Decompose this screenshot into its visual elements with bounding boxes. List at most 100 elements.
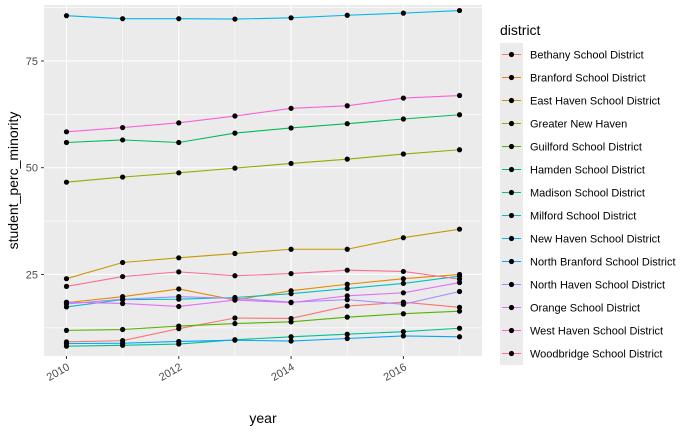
data-point: [232, 16, 238, 22]
data-point: [176, 16, 182, 22]
data-point: [456, 308, 463, 314]
legend-label: Madison School District: [530, 188, 645, 200]
legend-key-point: [508, 189, 515, 196]
data-point: [456, 226, 463, 232]
data-point: [400, 95, 406, 101]
series-line: [66, 327, 460, 347]
legend-key-point: [508, 120, 515, 127]
data-point: [400, 10, 406, 16]
legend-label: Bethany School District: [530, 50, 644, 62]
data-point: [232, 315, 238, 321]
data-point: [400, 290, 406, 296]
data-point: [400, 329, 406, 335]
legend-key-point: [508, 143, 515, 150]
series-line: [66, 94, 460, 133]
data-point: [344, 281, 350, 287]
data-point: [400, 311, 406, 317]
data-point: [344, 267, 350, 273]
data-point: [120, 16, 126, 22]
data-point: [63, 139, 70, 146]
data-point: [344, 246, 350, 252]
data-point: [120, 273, 126, 280]
data-point: [400, 235, 406, 241]
data-point: [63, 299, 70, 305]
data-point: [288, 338, 294, 344]
series-line: [66, 114, 460, 144]
series-line: [66, 275, 460, 308]
x-tick-label: 2014: [269, 361, 296, 384]
legend-key-point: [508, 212, 515, 219]
data-point: [232, 297, 238, 303]
data-point: [288, 270, 294, 277]
series-lines: [66, 10, 460, 347]
data-point: [63, 179, 70, 185]
series-line: [66, 310, 460, 331]
legend-label: Branford School District: [530, 73, 646, 85]
data-point: [176, 170, 182, 176]
data-point: [232, 250, 238, 257]
legend-label: Milford School District: [530, 211, 636, 223]
data-point: [288, 105, 294, 111]
data-point: [63, 13, 70, 19]
data-point: [176, 286, 182, 292]
x-axis: 2010 2012 2014 2016: [45, 356, 409, 384]
legend-key-point: [508, 166, 515, 173]
data-point: [344, 285, 350, 292]
data-point: [63, 341, 70, 347]
data-point: [120, 296, 126, 302]
data-point: [344, 297, 350, 303]
data-point: [288, 319, 294, 325]
series-line: [66, 301, 460, 343]
series-points: [63, 7, 463, 349]
data-point: [344, 12, 350, 18]
data-point: [120, 259, 126, 266]
legend-title: district: [500, 22, 541, 38]
data-point: [456, 304, 463, 310]
data-point: [63, 129, 70, 135]
data-point: [232, 320, 238, 327]
data-point: [456, 7, 463, 14]
series-line: [66, 149, 460, 183]
data-point: [344, 121, 350, 127]
legend-label: West Haven School District: [530, 326, 663, 338]
data-point: [176, 323, 182, 329]
legend-label: Hamden School District: [530, 165, 645, 177]
legend-key-point: [508, 51, 515, 58]
data-point: [288, 125, 294, 131]
y-tick-label: 75: [26, 56, 38, 68]
grid-minor: [44, 5, 482, 356]
series-line: [66, 335, 460, 345]
data-point: [400, 301, 406, 307]
data-point: [176, 294, 182, 300]
data-point: [400, 116, 406, 122]
data-point: [456, 147, 463, 153]
data-point: [344, 293, 350, 299]
data-point: [232, 165, 238, 171]
data-point: [63, 276, 70, 282]
legend-key-point: [508, 327, 515, 334]
data-point: [120, 340, 126, 346]
data-point: [344, 156, 350, 162]
data-point: [232, 130, 238, 136]
x-tick-label: 2010: [45, 361, 72, 384]
legend-label: North Haven School District: [530, 280, 665, 292]
data-point: [288, 291, 294, 297]
series-line: [66, 282, 460, 308]
data-point: [120, 137, 126, 143]
legend-key-point: [508, 74, 515, 81]
x-axis-title: year: [249, 410, 277, 426]
series-line: [66, 290, 460, 305]
legend-label: North Branford School District: [530, 257, 676, 269]
data-point: [456, 112, 463, 118]
legend-key-point: [508, 350, 515, 357]
x-tick-label: 2016: [382, 361, 409, 384]
data-point: [400, 280, 406, 287]
data-point: [120, 300, 126, 307]
data-point: [344, 303, 350, 309]
data-point: [288, 15, 294, 21]
data-point: [400, 151, 406, 157]
data-point: [288, 334, 294, 340]
data-point: [456, 325, 463, 331]
legend-key-point: [508, 304, 515, 311]
data-point: [288, 300, 294, 306]
